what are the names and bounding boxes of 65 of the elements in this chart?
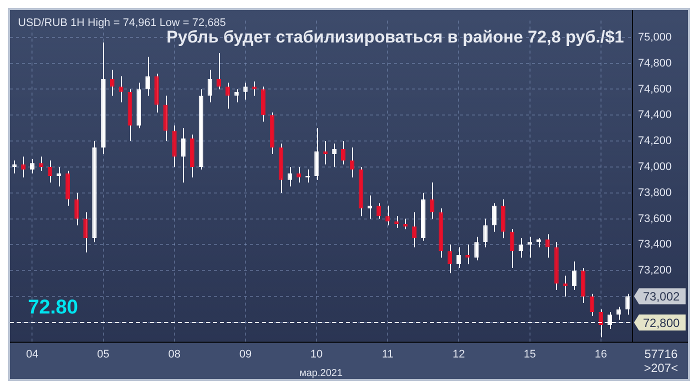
x-axis-title: мар.2021 (299, 368, 343, 379)
candlestick (216, 52, 222, 90)
ref-line-label: 72,800 (643, 316, 680, 330)
candlestick (74, 192, 79, 226)
candlestick (225, 82, 230, 110)
y-tick-label: 75,000 (638, 31, 672, 44)
candlestick (580, 267, 586, 304)
candlestick (66, 170, 70, 206)
x-tick-label: 09 (239, 348, 252, 360)
candlestick (21, 156, 26, 178)
text: 73,002 (643, 290, 680, 304)
y-tick-label: 73,400 (638, 238, 672, 251)
candlestick (261, 86, 266, 122)
candlestick (181, 128, 186, 183)
chart-title: Рубль будет стабилизироваться в районе 72,8 руб./$1 (166, 28, 624, 47)
y-tick-label: 74,600 (638, 83, 672, 96)
candlestick (456, 246, 461, 268)
annotation: USD/RUB 1H High = 74,961 Low = 72,685 (18, 17, 226, 30)
candlestick (518, 238, 524, 258)
candlestick (500, 198, 506, 239)
candlestick (492, 202, 496, 232)
y-tick-label: 74,000 (638, 160, 672, 173)
candlestick (376, 202, 381, 220)
candlestick (625, 293, 630, 316)
candlestick (572, 261, 576, 290)
annotation: 72.80 (28, 296, 78, 319)
x-tick-label: 11 (382, 348, 394, 360)
y-tick-label: 73,200 (638, 264, 672, 277)
candlestick (110, 69, 114, 96)
y-tick-label: 73,800 (638, 186, 672, 199)
candlestick (30, 158, 34, 174)
candlestick (172, 125, 177, 168)
candlestick (412, 212, 417, 248)
y-tick-label: 74,800 (638, 57, 672, 70)
x-tick-label: 16 (594, 348, 608, 360)
candlestick (545, 234, 550, 258)
candlestick (314, 128, 319, 180)
candlestick (118, 76, 124, 103)
candlestick (332, 143, 337, 168)
x-tick-label: 08 (168, 348, 181, 360)
y-tick-label: 74,400 (638, 109, 672, 122)
candlestick (340, 140, 346, 165)
candlestick (83, 212, 88, 253)
y-tick-label: 74,200 (638, 135, 672, 148)
x-tick-label: 10 (310, 348, 323, 360)
x-tick-label: 05 (97, 348, 110, 360)
candlestick (288, 166, 292, 187)
candlestick (448, 244, 452, 274)
candlestick (146, 56, 150, 96)
text: >207< (644, 361, 678, 376)
text: 57716 (644, 347, 678, 362)
candlestick (243, 82, 248, 100)
candlestick (616, 306, 621, 320)
y-tick-label: 73,600 (638, 212, 672, 225)
x-tick-label: 12 (452, 348, 465, 360)
candlestick (385, 205, 390, 226)
candlestick (430, 182, 434, 220)
candlestick (296, 166, 302, 183)
candlestick (350, 147, 354, 178)
x-tick-label: 04 (26, 348, 38, 360)
x-tick-label: 15 (524, 348, 536, 360)
candlestick (483, 218, 488, 248)
candlestick (38, 156, 44, 172)
candlestick (510, 228, 514, 268)
candlestick (208, 69, 212, 103)
